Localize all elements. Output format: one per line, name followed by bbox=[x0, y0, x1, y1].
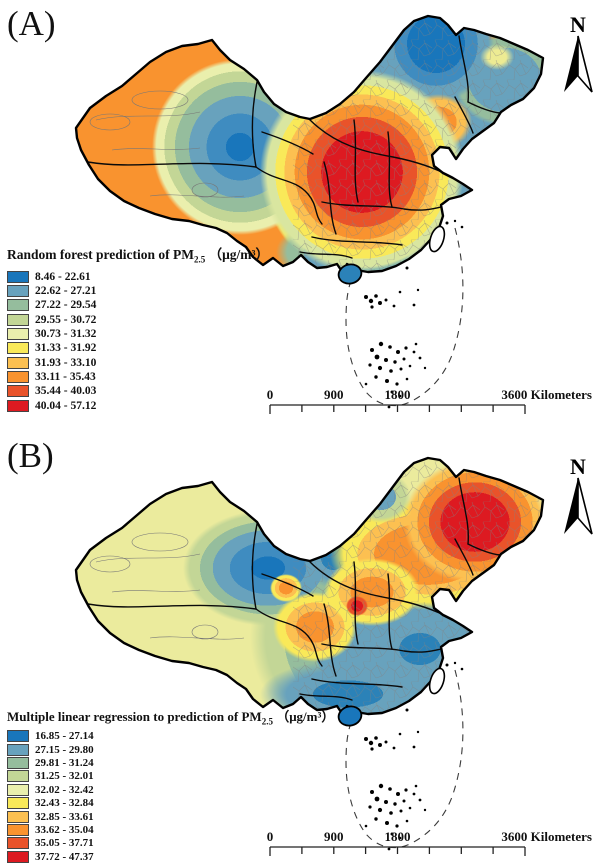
legend-swatch bbox=[7, 730, 29, 743]
legend-swatch bbox=[7, 743, 29, 756]
legend-item: 37.72 - 47.37 bbox=[7, 850, 334, 863]
legend-swatch bbox=[7, 313, 29, 326]
legend-item: 35.44 - 40.03 bbox=[7, 384, 269, 398]
legend-a: Random forest prediction of PM2.5 （μg/m³… bbox=[7, 243, 269, 413]
legend-item: 27.22 - 29.54 bbox=[7, 298, 269, 312]
legend-item: 31.33 - 31.92 bbox=[7, 341, 269, 355]
panel-b-label: (B) bbox=[7, 436, 54, 475]
legend-swatch bbox=[7, 328, 29, 341]
legend-item: 16.85 - 27.14 bbox=[7, 730, 334, 743]
legend-swatch bbox=[7, 270, 29, 283]
legend-swatch bbox=[7, 356, 29, 369]
north-arrow-icon: N bbox=[563, 12, 593, 93]
legend-item: 29.81 - 31.24 bbox=[7, 756, 334, 770]
svg-text:1800: 1800 bbox=[385, 387, 411, 402]
legend-swatch bbox=[7, 757, 29, 770]
svg-text:900: 900 bbox=[324, 387, 344, 402]
legend-swatch bbox=[7, 342, 29, 355]
legend-swatch bbox=[7, 824, 29, 837]
legend-swatch bbox=[7, 770, 29, 783]
panel-b: N 0 900 1800 3600 Kilometers (B) Multipl… bbox=[0, 432, 601, 863]
legend-item: 31.25 - 32.01 bbox=[7, 770, 334, 783]
legend-swatch bbox=[7, 299, 29, 312]
legend-item: 32.02 - 32.42 bbox=[7, 783, 334, 796]
svg-text:3600 Kilometers: 3600 Kilometers bbox=[501, 387, 592, 402]
legend-swatch bbox=[7, 797, 29, 810]
svg-text:1800: 1800 bbox=[385, 829, 411, 844]
legend-title: Multiple linear regression to prediction… bbox=[7, 709, 335, 727]
legend-item: 31.93 - 33.10 bbox=[7, 355, 269, 369]
legend-title: Random forest prediction of PM2.5 （μg/m³… bbox=[7, 247, 270, 265]
svg-text:3600 Kilometers: 3600 Kilometers bbox=[501, 829, 592, 844]
legend-item: 32.43 - 32.84 bbox=[7, 797, 334, 810]
north-arrow-icon: N bbox=[563, 454, 593, 535]
legend-swatch bbox=[7, 810, 29, 823]
legend-swatch bbox=[7, 285, 29, 298]
legend-item: 35.05 - 37.71 bbox=[7, 837, 334, 850]
legend-item: 29.55 - 30.72 bbox=[7, 313, 269, 327]
panel-a: N 0 900 1800 3600 Kilometers (A) Random … bbox=[7, 4, 593, 415]
legend-item: 27.15 - 29.80 bbox=[7, 743, 334, 756]
legend-item: 30.73 - 31.32 bbox=[7, 327, 269, 341]
svg-text:0: 0 bbox=[267, 829, 274, 844]
legend-item: 33.62 - 35.04 bbox=[7, 823, 334, 837]
legend-item: 33.11 - 35.43 bbox=[7, 370, 269, 384]
legend-item: 22.62 - 27.21 bbox=[7, 284, 269, 298]
svg-text:N: N bbox=[570, 454, 586, 479]
svg-text:0: 0 bbox=[267, 387, 274, 402]
legend-b: Multiple linear regression to prediction… bbox=[7, 706, 334, 863]
svg-text:N: N bbox=[570, 12, 586, 37]
legend-item: 8.46 - 22.61 bbox=[7, 270, 269, 284]
legend-swatch bbox=[7, 850, 29, 863]
scale-bar: 0 900 1800 3600 Kilometers bbox=[267, 829, 592, 857]
legend-item: 40.04 - 57.12 bbox=[7, 398, 269, 412]
legend-swatch bbox=[7, 385, 29, 398]
china-map-b: N 0 900 1800 3600 Kilometers bbox=[74, 454, 593, 857]
legend-item: 32.85 - 33.61 bbox=[7, 810, 334, 823]
legend-swatch bbox=[7, 370, 29, 383]
legend-swatch bbox=[7, 783, 29, 796]
scale-bar: 0 900 1800 3600 Kilometers bbox=[267, 387, 592, 415]
legend-swatch bbox=[7, 837, 29, 850]
legend-swatch bbox=[7, 399, 29, 412]
china-map-a: N 0 900 1800 3600 Kilometers bbox=[74, 12, 593, 415]
panel-a-label: (A) bbox=[7, 4, 56, 43]
svg-text:900: 900 bbox=[324, 829, 344, 844]
